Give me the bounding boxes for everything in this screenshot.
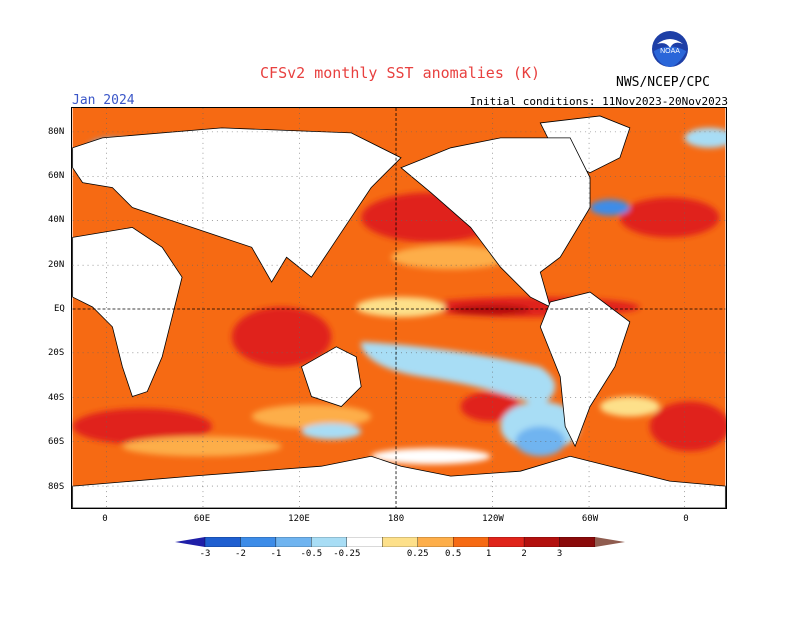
logo-text: NOAA <box>660 48 680 55</box>
colorbar-tick-label: 0.5 <box>445 549 462 559</box>
lon-label: 120W <box>482 514 504 524</box>
colorbar-segment <box>453 537 489 547</box>
colorbar-tick-label: -2 <box>235 549 246 559</box>
chart-title: CFSv2 monthly SST anomalies (K) <box>260 64 540 82</box>
lat-label: 20S <box>48 348 65 358</box>
sst-anomaly-map <box>71 107 727 509</box>
noaa-logo: NOAA <box>652 31 688 67</box>
colorbar-segment <box>175 537 205 547</box>
colorbar-segment <box>311 537 347 547</box>
colorbar-tick-label: -0.25 <box>333 549 361 559</box>
colorbar-segment <box>275 537 312 547</box>
colorbar-segment <box>488 537 525 547</box>
lat-label: EQ <box>54 304 65 314</box>
lon-label: 0 <box>683 514 689 524</box>
lat-label: 60N <box>48 171 65 181</box>
colorbar-tick-label: 1 <box>485 549 492 559</box>
colorbar-segment <box>240 537 277 547</box>
colorbar-tick-label: 2 <box>521 549 527 559</box>
gridlines <box>72 108 726 508</box>
lon-label: 180 <box>387 514 405 524</box>
colorbar-tick-label: -0.5 <box>300 549 323 559</box>
lat-label: 20N <box>48 260 65 270</box>
lat-label: 80S <box>48 482 65 492</box>
colorbar <box>175 537 625 547</box>
lon-label: 0 <box>102 514 108 524</box>
initial-conditions-label: Initial conditions: 11Nov2023-20Nov2023 <box>469 95 728 108</box>
colorbar-segment <box>523 537 560 547</box>
land <box>72 115 726 508</box>
lon-label: 60E <box>193 514 211 524</box>
colorbar-tick-label: 3 <box>556 549 563 559</box>
lon-label: 120E <box>288 514 310 524</box>
lat-label: 40S <box>48 393 65 403</box>
lat-label: 60S <box>48 437 65 447</box>
agency-label: NWS/NCEP/CPC <box>616 75 710 90</box>
colorbar-tick-label: 0.25 <box>406 549 429 559</box>
colorbar-segment <box>382 537 418 547</box>
colorbar-tick-label: -3 <box>199 549 211 559</box>
colorbar-segment <box>417 537 454 547</box>
colorbar-segment <box>204 537 241 547</box>
lon-label: 60W <box>581 514 599 524</box>
colorbar-segment <box>595 537 625 547</box>
lat-label: 40N <box>48 215 65 225</box>
colorbar-segment <box>559 537 596 547</box>
colorbar-tick-label: -1 <box>270 549 282 559</box>
valid-month-label: Jan 2024 <box>72 93 135 108</box>
colorbar-segment <box>346 537 383 547</box>
lat-label: 80N <box>48 127 65 137</box>
equator-dateline <box>72 108 726 508</box>
